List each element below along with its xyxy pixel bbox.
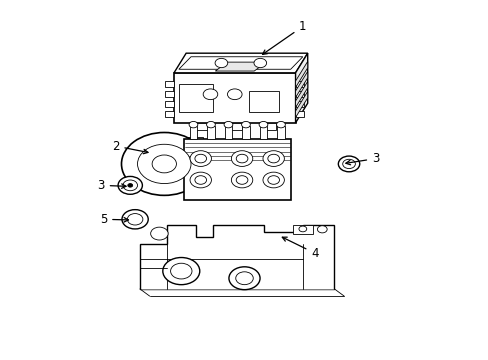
- Bar: [295, 101, 304, 108]
- Circle shape: [118, 176, 142, 194]
- Circle shape: [241, 121, 250, 128]
- Polygon shape: [179, 57, 302, 69]
- Polygon shape: [140, 225, 334, 289]
- Bar: [193, 123, 207, 130]
- Circle shape: [137, 144, 191, 184]
- Bar: [295, 81, 304, 87]
- Circle shape: [227, 89, 242, 100]
- Bar: [189, 126, 197, 139]
- Circle shape: [231, 151, 252, 166]
- Circle shape: [189, 121, 198, 128]
- Circle shape: [338, 156, 359, 172]
- Circle shape: [224, 121, 232, 128]
- Circle shape: [163, 257, 200, 285]
- Text: 3: 3: [345, 152, 379, 165]
- Circle shape: [215, 58, 227, 68]
- Text: 4: 4: [282, 237, 318, 260]
- Polygon shape: [295, 62, 307, 87]
- Polygon shape: [295, 91, 307, 117]
- Polygon shape: [174, 53, 307, 73]
- Bar: [295, 111, 304, 117]
- Circle shape: [190, 172, 211, 188]
- Bar: [292, 225, 312, 234]
- Text: 5: 5: [100, 213, 128, 226]
- Circle shape: [122, 180, 137, 191]
- Circle shape: [298, 226, 306, 232]
- Circle shape: [267, 176, 279, 184]
- Bar: [227, 123, 242, 130]
- Bar: [165, 81, 174, 87]
- Bar: [259, 126, 267, 139]
- Circle shape: [195, 176, 206, 184]
- Bar: [174, 73, 295, 123]
- Bar: [277, 126, 285, 139]
- Circle shape: [235, 272, 253, 285]
- Circle shape: [253, 58, 266, 68]
- Circle shape: [170, 263, 192, 279]
- Circle shape: [231, 172, 252, 188]
- Circle shape: [150, 227, 168, 240]
- Circle shape: [236, 176, 247, 184]
- Bar: [224, 126, 232, 139]
- Polygon shape: [295, 81, 307, 108]
- Bar: [183, 139, 290, 200]
- Bar: [165, 91, 174, 98]
- Circle shape: [228, 267, 260, 290]
- Bar: [144, 137, 203, 191]
- Polygon shape: [295, 71, 307, 98]
- Circle shape: [121, 132, 206, 195]
- Circle shape: [206, 121, 215, 128]
- Bar: [242, 126, 249, 139]
- Circle shape: [127, 213, 142, 225]
- Bar: [165, 101, 174, 108]
- Circle shape: [263, 151, 284, 166]
- Circle shape: [267, 154, 279, 163]
- Circle shape: [203, 89, 217, 100]
- Circle shape: [259, 121, 267, 128]
- Circle shape: [190, 151, 211, 166]
- Bar: [179, 84, 212, 112]
- Circle shape: [263, 172, 284, 188]
- Circle shape: [342, 159, 355, 168]
- Polygon shape: [295, 53, 307, 123]
- Bar: [206, 126, 214, 139]
- Circle shape: [276, 121, 285, 128]
- Polygon shape: [215, 62, 266, 71]
- Circle shape: [152, 155, 176, 173]
- Bar: [193, 153, 197, 175]
- Text: 2: 2: [112, 140, 148, 154]
- Text: 1: 1: [262, 20, 306, 54]
- Text: 3: 3: [97, 179, 126, 192]
- Circle shape: [127, 184, 132, 187]
- Circle shape: [317, 226, 326, 233]
- Bar: [249, 91, 278, 112]
- Circle shape: [195, 154, 206, 163]
- Bar: [295, 91, 304, 98]
- Circle shape: [122, 210, 148, 229]
- Bar: [261, 123, 276, 130]
- Circle shape: [236, 154, 247, 163]
- Bar: [165, 111, 174, 117]
